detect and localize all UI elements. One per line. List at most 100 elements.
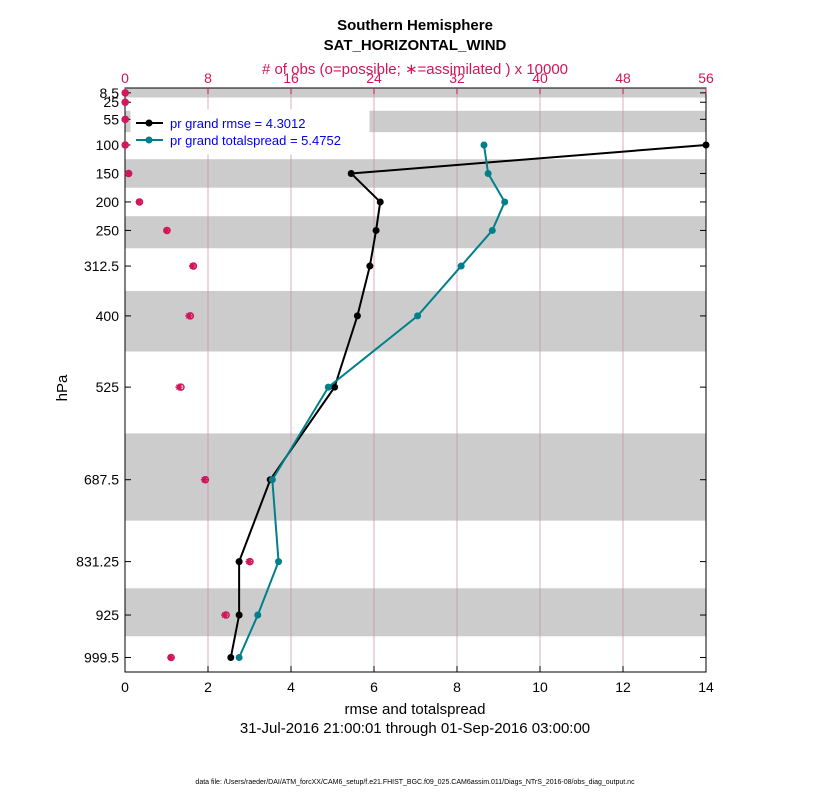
- chart-subtitle: SAT_HORIZONTAL_WIND: [324, 37, 507, 54]
- level-band: [125, 216, 706, 249]
- obs-assimilated-marker: [221, 611, 229, 619]
- obs-assimilated-marker: [163, 226, 170, 234]
- level-bands: [125, 88, 706, 637]
- obs-assimilated-marker: [135, 198, 143, 206]
- y-tick-label: 687.5: [84, 472, 119, 488]
- top-axis-label: # of obs (o=possible; ∗=assimilated ) x …: [262, 61, 568, 78]
- legend: pr grand rmse = 4.3012 pr grand totalspr…: [130, 109, 370, 155]
- y-axis-label: hPa: [54, 374, 71, 401]
- x-tick-label: 0: [121, 679, 129, 695]
- legend-marker-rmse: [145, 119, 153, 127]
- x-tick-label: 8: [453, 679, 461, 695]
- series-point-rmse: [235, 558, 243, 566]
- asterisk-stroke: [189, 263, 196, 270]
- series-point-rmse: [227, 653, 235, 661]
- plot-frame: [124, 87, 707, 673]
- series-point-rmse: [331, 383, 339, 391]
- level-band: [125, 290, 706, 352]
- obs-assimilated-marker: [121, 98, 129, 106]
- asterisk-stroke: [136, 198, 142, 205]
- vertical-gridlines: [207, 88, 624, 672]
- asterisk-stroke: [185, 312, 192, 319]
- series-lines: [227, 141, 710, 661]
- series-point-rmse: [702, 141, 710, 149]
- asterisk-stroke: [122, 116, 129, 123]
- obs-assimilated-marker: [185, 312, 193, 320]
- obs-assimilated-marker: [245, 558, 253, 566]
- asterisk-stroke: [175, 384, 182, 391]
- chart-title: Southern Hemisphere: [337, 17, 493, 34]
- top-tick-label: 0: [121, 70, 129, 86]
- level-band: [125, 88, 706, 98]
- x-tick-label: 6: [370, 679, 378, 695]
- obs-assimilated-marker: [175, 383, 183, 391]
- x-tick-label: 10: [532, 679, 548, 695]
- obs-assimilated-marker: [121, 89, 129, 97]
- top-tick-label: 8: [204, 70, 212, 86]
- x-tick-label: 14: [698, 679, 714, 695]
- y-tick-label: 400: [96, 308, 120, 324]
- obs-assimilated-marker: [121, 115, 129, 123]
- legend-label-totalspread: pr grand totalspread = 5.4752: [170, 133, 341, 148]
- x-tick-label: 12: [615, 679, 631, 695]
- series-point-totalspread: [414, 312, 422, 320]
- series-point-totalspread: [275, 558, 283, 566]
- x-axis-label: rmse and totalspread: [345, 701, 486, 718]
- series-point-totalspread: [501, 198, 509, 206]
- series-point-rmse: [366, 262, 374, 270]
- legend-marker-totalspread: [145, 136, 153, 144]
- top-tick-label: 24: [366, 70, 382, 86]
- y-tick-label: 25: [103, 94, 119, 110]
- y-tick-label: 150: [96, 165, 120, 181]
- y-tick-label: 999.5: [84, 649, 119, 665]
- series-point-totalspread: [484, 169, 492, 177]
- level-band: [125, 588, 706, 637]
- y-tick-label: 100: [96, 137, 120, 153]
- x-tick-label: 4: [287, 679, 295, 695]
- y-tick-label: 55: [103, 111, 119, 127]
- asterisk-stroke: [163, 227, 170, 234]
- top-tick-label: 48: [615, 70, 631, 86]
- asterisk-stroke: [125, 170, 132, 177]
- obs-assimilated-marker: [125, 169, 133, 177]
- asterisk-stroke: [122, 89, 129, 96]
- legend-box: [130, 109, 370, 155]
- y-tick-label: 831.25: [76, 554, 119, 570]
- y-tick-label: 525: [96, 379, 120, 395]
- axes: 0 2 4 6 8 10 12 140 8 16 24 32 40 48 568.5255510015020…: [76, 70, 714, 695]
- top-tick-label: 32: [449, 70, 465, 86]
- obs-assimilated-marker: [121, 141, 129, 149]
- series-point-rmse: [235, 611, 243, 619]
- top-tick-label: 56: [698, 70, 714, 86]
- top-tick-label: 16: [283, 70, 299, 86]
- series-point-totalspread: [457, 262, 465, 270]
- asterisk-stroke: [167, 654, 174, 661]
- date-range-label: 31-Jul-2016 21:00:01 through 01-Sep-2016…: [240, 720, 590, 737]
- level-band: [125, 159, 706, 188]
- top-tick-label: 40: [532, 70, 548, 86]
- series-point-rmse: [376, 198, 384, 206]
- asterisk-stroke: [246, 558, 252, 565]
- obs-assimilated-marker: [188, 262, 196, 270]
- series-point-rmse: [347, 169, 355, 177]
- asterisk-stroke: [122, 141, 129, 148]
- y-tick-label: 200: [96, 194, 120, 210]
- y-tick-label: 925: [96, 607, 120, 623]
- y-tick-label: 312.5: [84, 258, 119, 274]
- level-band: [125, 433, 706, 521]
- series-point-totalspread: [488, 226, 496, 234]
- obs-assimilated-marker: [200, 476, 208, 484]
- obs-count-markers: [121, 89, 254, 662]
- series-point-rmse: [353, 312, 361, 320]
- y-tick-label: 250: [96, 222, 120, 238]
- series-point-rmse: [372, 226, 380, 234]
- series-point-totalspread: [254, 611, 262, 619]
- asterisk-stroke: [122, 99, 129, 106]
- asterisk-stroke: [201, 476, 208, 483]
- series-point-totalspread: [268, 476, 276, 484]
- obs-assimilated-marker: [167, 653, 175, 661]
- y-tick-label: 8.5: [100, 85, 120, 101]
- legend-label-rmse: pr grand rmse = 4.3012: [170, 116, 306, 131]
- x-tick-label: 2: [204, 679, 212, 695]
